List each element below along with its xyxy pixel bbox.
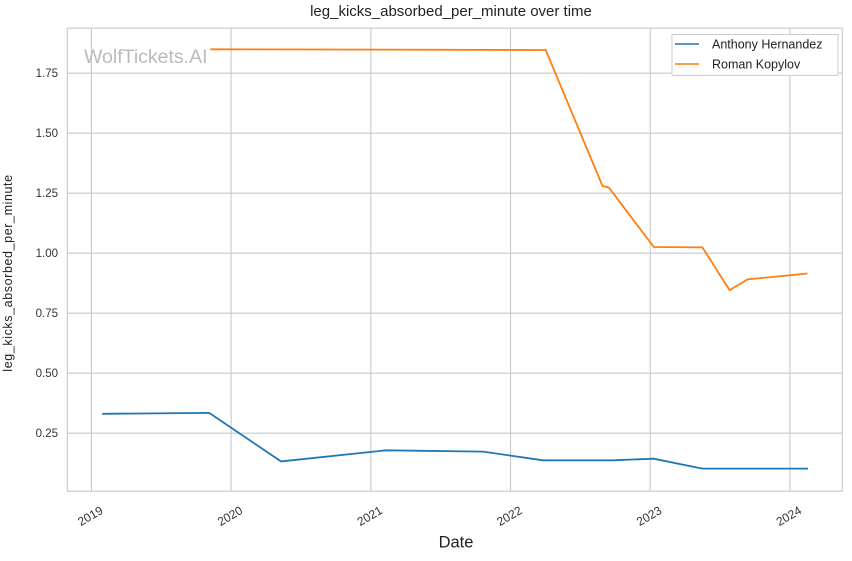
svg-text:0.50: 0.50	[36, 368, 58, 380]
svg-text:0.75: 0.75	[36, 308, 58, 320]
svg-text:2020: 2020	[215, 503, 245, 529]
svg-text:1.00: 1.00	[36, 248, 58, 260]
svg-text:1.50: 1.50	[36, 128, 58, 140]
svg-text:2019: 2019	[75, 503, 105, 529]
svg-text:2021: 2021	[355, 503, 385, 529]
svg-text:1.25: 1.25	[36, 188, 58, 200]
svg-text:2024: 2024	[774, 503, 804, 529]
svg-text:2022: 2022	[494, 503, 524, 529]
svg-text:Roman Kopylov: Roman Kopylov	[712, 58, 801, 72]
svg-text:Anthony Hernandez: Anthony Hernandez	[712, 38, 823, 52]
svg-text:0.25: 0.25	[36, 428, 58, 440]
svg-text:1.75: 1.75	[36, 68, 58, 80]
svg-text:2023: 2023	[634, 503, 664, 529]
